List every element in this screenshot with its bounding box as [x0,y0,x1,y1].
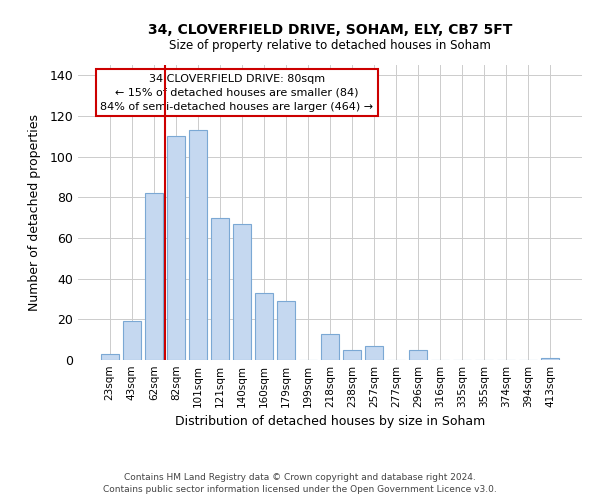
Text: Contains HM Land Registry data © Crown copyright and database right 2024.: Contains HM Land Registry data © Crown c… [124,472,476,482]
Bar [541,358,559,360]
Bar [343,350,361,360]
Bar [189,130,206,360]
Bar [277,301,295,360]
Bar [409,350,427,360]
Bar [255,293,273,360]
X-axis label: Distribution of detached houses by size in Soham: Distribution of detached houses by size … [175,416,485,428]
Text: 34, CLOVERFIELD DRIVE, SOHAM, ELY, CB7 5FT: 34, CLOVERFIELD DRIVE, SOHAM, ELY, CB7 5… [148,22,512,36]
Text: Size of property relative to detached houses in Soham: Size of property relative to detached ho… [169,39,491,52]
Bar [167,136,185,360]
Bar [211,218,229,360]
Bar [233,224,251,360]
Bar [145,193,163,360]
Y-axis label: Number of detached properties: Number of detached properties [28,114,41,311]
Bar [101,354,119,360]
Bar [365,346,383,360]
Bar [123,322,140,360]
Bar [321,334,339,360]
Text: Contains public sector information licensed under the Open Government Licence v3: Contains public sector information licen… [103,485,497,494]
Text: 34 CLOVERFIELD DRIVE: 80sqm
← 15% of detached houses are smaller (84)
84% of sem: 34 CLOVERFIELD DRIVE: 80sqm ← 15% of det… [100,74,373,112]
